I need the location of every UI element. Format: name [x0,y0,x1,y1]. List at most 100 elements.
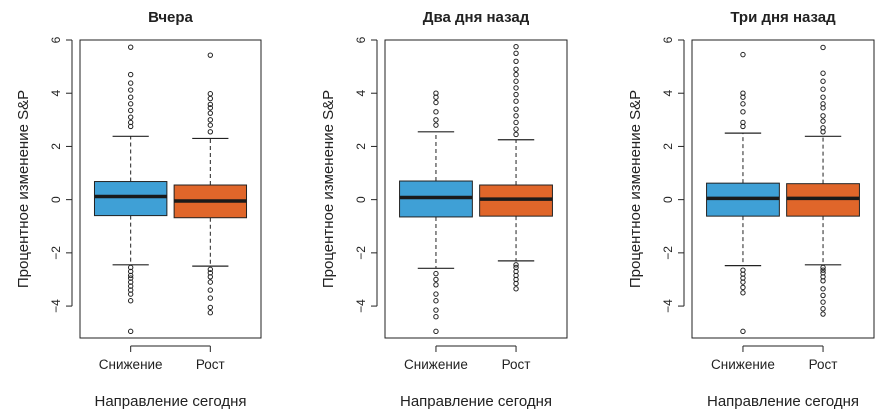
box-group [173,52,248,316]
outlier-point [820,44,826,51]
outlier-point [433,109,439,115]
outlier-point [433,117,439,123]
y-tick-label: 0 [49,196,63,203]
outlier-point [820,118,826,124]
outlier-point [513,131,519,138]
outlier-point [513,119,519,126]
plot-frame [691,39,875,339]
outlier-point [740,284,746,291]
outlier-point [740,101,746,107]
outlier-point [513,91,519,98]
x-axis-label: Направление сегодня [94,393,246,410]
outlier-point [433,282,439,288]
outlier-point [513,50,519,57]
x-category-label: Рост [196,357,225,372]
y-axis-label: Процентное изменение S&P [15,90,32,288]
outlier-point [207,304,214,311]
outlier-point [207,95,214,102]
x-category-label: Снижение [711,357,775,372]
y-tick-label: 4 [354,90,368,97]
outlier-point [513,43,519,50]
chart-title: Два дня назад [423,9,530,26]
y-tick-label: 2 [661,143,675,150]
plot-frame [79,39,262,339]
outlier-point [207,117,214,123]
outlier-point [513,78,519,84]
plot-frame [384,39,568,339]
y-tick-label: 6 [354,36,368,43]
outlier-point [433,276,439,283]
outlier-point [513,85,519,91]
outlier-point [433,99,439,106]
outlier-point [820,299,826,305]
y-tick-label: 6 [49,36,63,43]
outlier-point [127,107,134,114]
outlier-point [207,105,214,111]
outlier-point [207,122,214,128]
outlier-point [433,298,439,304]
outlier-point [820,264,826,271]
outlier-point [820,105,826,111]
outlier-point [127,87,134,93]
outlier-point [820,94,826,100]
outlier-point [433,307,439,313]
x-axis-label: Направление сегодня [707,393,859,410]
outlier-point [127,94,134,100]
y-tick-label: 2 [49,143,63,150]
outlier-point [513,66,519,72]
box-group [399,90,473,335]
outlier-point [207,101,214,108]
outlier-point [207,110,214,116]
outlier-point [433,314,439,320]
outlier-point [127,44,134,50]
chart-panel: Три дня назад −4 −2 0 2 4 6 Процентное изменени… [627,9,875,410]
y-tick-label: 0 [354,196,368,203]
outlier-point [513,71,519,78]
y-tick-label: 6 [661,36,675,43]
outlier-point [207,52,214,58]
outlier-point [433,122,439,128]
outlier-point [127,80,134,86]
outlier-point [820,278,826,284]
outlier-point [820,306,826,312]
y-tick-label: −2 [354,246,368,260]
outlier-point [433,270,439,277]
outlier-point [740,328,746,335]
outlier-point [513,98,519,104]
outlier-point [513,106,519,112]
outlier-point [740,279,746,285]
box-iqr [93,181,168,217]
y-tick-label: −4 [661,299,675,313]
x-category-label: Рост [502,357,531,372]
outlier-point [127,328,134,335]
x-axis-label: Направление сегодня [400,393,552,410]
box-group [93,44,168,335]
box-group [786,44,860,317]
outlier-point [433,328,439,335]
outlier-point [820,129,826,135]
y-tick-label: −4 [49,299,63,313]
outlier-point [820,113,826,119]
outlier-point [207,91,214,97]
outlier-point [127,298,134,304]
y-tick-label: 4 [661,90,675,97]
outlier-point [740,51,746,58]
outlier-point [433,291,439,297]
box-group [479,43,553,292]
outlier-point [127,114,134,120]
outlier-point [207,295,214,301]
outlier-point [127,123,134,130]
box-group [706,51,780,335]
chart-title: Вчера [148,9,193,26]
x-category-label: Рост [809,357,838,372]
outlier-point [127,101,134,107]
outlier-point [127,272,134,279]
outlier-point [207,310,214,316]
x-category-label: Снижение [404,357,468,372]
chart-title: Три дня назад [730,9,836,26]
y-axis-label: Процентное изменение S&P [627,90,644,288]
outlier-point [513,126,519,132]
outlier-point [740,290,746,296]
outlier-point [820,70,826,76]
